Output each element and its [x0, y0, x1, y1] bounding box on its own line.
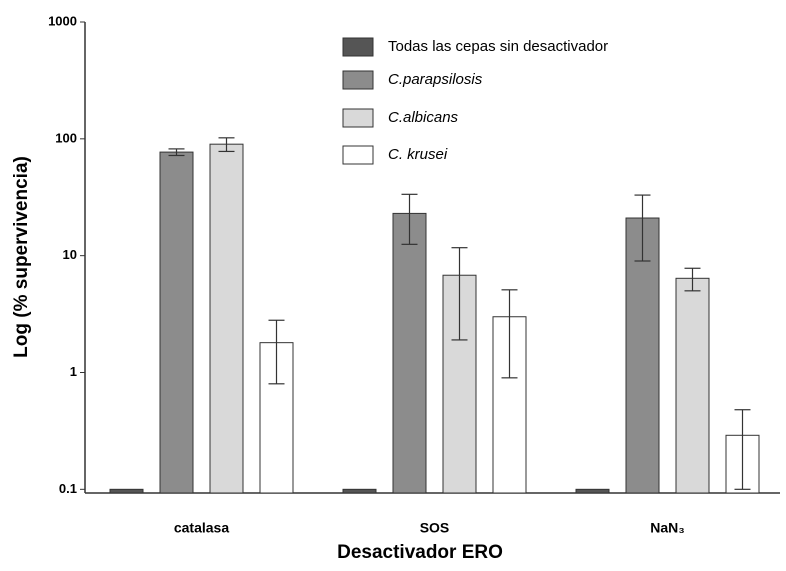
x-tick-label: NaN₃: [650, 520, 684, 536]
y-tick-label: 10: [63, 247, 77, 262]
error-bar: [451, 247, 468, 341]
error-bar: [684, 267, 701, 292]
bar: [625, 217, 660, 494]
error-bar: [634, 194, 651, 262]
bar: [675, 277, 710, 494]
bar: [159, 151, 194, 494]
legend-label: C. krusei: [388, 146, 448, 163]
y-tick-label: 100: [55, 130, 77, 145]
bar: [392, 212, 427, 494]
bar: [342, 488, 377, 494]
legend-swatch: [342, 145, 374, 165]
y-tick-label: 0.1: [59, 481, 77, 496]
bar: [209, 143, 244, 494]
legend-swatch: [342, 70, 374, 90]
error-bar: [734, 409, 751, 490]
legend-swatch: [342, 37, 374, 57]
x-axis-title: Desactivador ERO: [337, 542, 503, 563]
y-tick-label: 1000: [48, 13, 77, 28]
bar: [575, 488, 610, 494]
error-bar: [218, 137, 235, 153]
legend-swatch: [342, 108, 374, 128]
error-bar: [268, 319, 285, 385]
y-axis-title: Log (% supervivencia): [11, 156, 32, 358]
legend-label: C.parapsilosis: [388, 71, 483, 88]
error-bar: [501, 289, 518, 379]
y-tick-label: 1: [70, 364, 77, 379]
error-bar: [168, 148, 185, 157]
x-tick-label: SOS: [420, 520, 450, 536]
bar: [259, 342, 294, 494]
bar: [109, 488, 144, 494]
legend-label: Todas las cepas sin desactivador: [388, 38, 608, 55]
error-bar: [401, 193, 418, 245]
x-tick-label: catalasa: [174, 520, 229, 536]
legend-label: C.albicans: [388, 109, 459, 126]
